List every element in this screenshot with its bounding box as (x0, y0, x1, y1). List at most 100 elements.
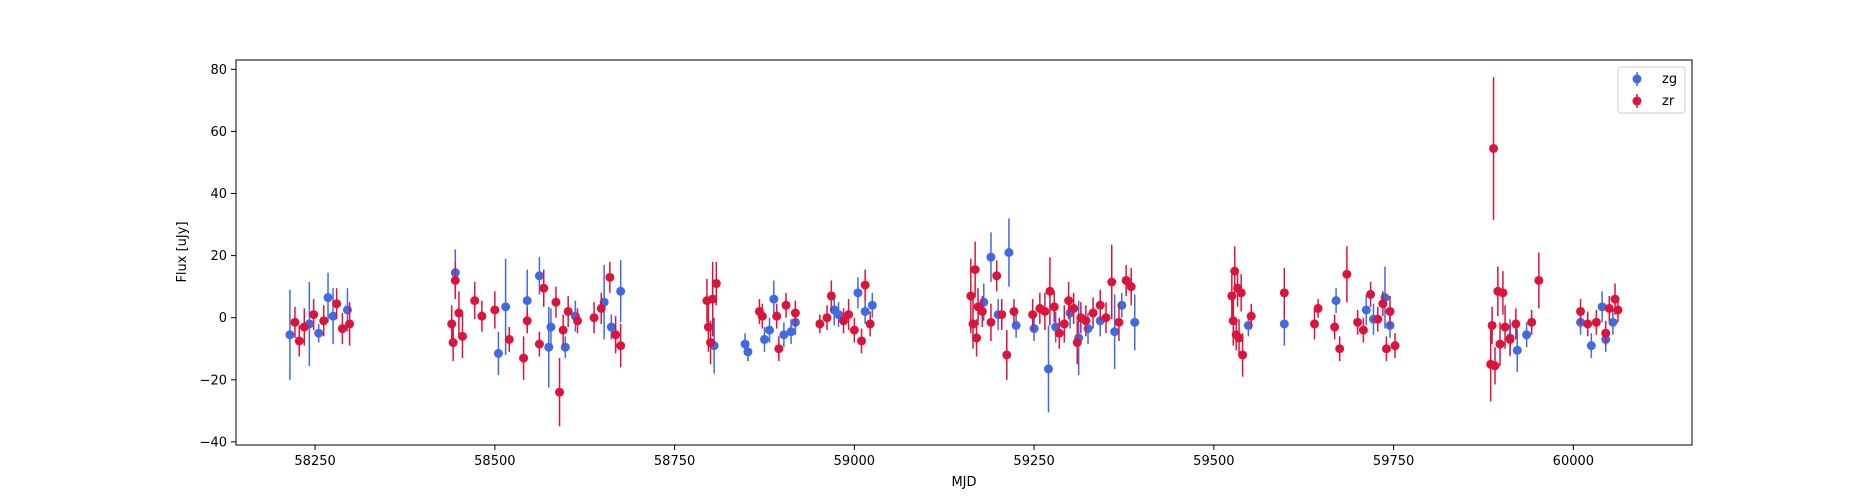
data-point-zg (328, 311, 338, 321)
data-point-zr (1095, 300, 1105, 310)
data-point-zg (867, 300, 877, 310)
data-point-zr (319, 316, 329, 326)
y-tick-label: −20 (200, 373, 227, 388)
data-point-zr (1279, 288, 1289, 298)
data-point-zr (1045, 286, 1055, 296)
data-point-zr (1373, 314, 1383, 324)
data-point-zg (522, 296, 532, 306)
data-point-zr (1385, 306, 1395, 316)
data-point-zr (826, 291, 836, 301)
data-point-zr (477, 311, 487, 321)
data-point-zr (573, 316, 583, 326)
data-point-zg (759, 334, 769, 344)
data-point-zr (1064, 296, 1074, 306)
data-point-zr (1081, 316, 1091, 326)
data-point-zr (551, 297, 561, 307)
data-point-zr (706, 338, 716, 348)
data-point-zr (1378, 299, 1388, 309)
data-point-zr (1040, 306, 1050, 316)
data-point-zr (1489, 143, 1499, 153)
data-point-zr (1495, 339, 1505, 349)
data-point-zr (1002, 350, 1012, 360)
data-point-zr (774, 344, 784, 354)
data-point-zg (1608, 317, 1618, 327)
data-point-zr (992, 271, 1002, 281)
data-point-zr (1487, 320, 1497, 330)
data-point-zg (860, 306, 870, 316)
data-point-zr (1121, 275, 1131, 285)
data-point-zg (986, 252, 996, 262)
data-point-zr (616, 341, 626, 351)
data-point-zr (337, 324, 347, 334)
data-point-zr (490, 305, 500, 315)
data-point-zg (1004, 248, 1014, 257)
data-point-zg (1331, 296, 1341, 306)
data-point-zr (345, 319, 355, 329)
data-point-zg (1110, 327, 1120, 337)
data-point-zg (1043, 364, 1053, 374)
data-point-zg (1011, 320, 1021, 330)
data-point-zr (1069, 303, 1079, 313)
data-point-zg (769, 294, 779, 304)
data-point-zr (703, 322, 713, 332)
x-tick-label: 58500 (474, 454, 515, 469)
data-point-zr (1234, 333, 1244, 343)
legend-label-zg: zg (1662, 72, 1677, 87)
data-point-zr (1583, 319, 1593, 329)
legend-marker-zg (1632, 74, 1642, 84)
data-point-zg (342, 305, 352, 315)
data-point-zr (558, 325, 568, 335)
data-point-zr (450, 275, 460, 285)
data-point-zr (447, 319, 457, 329)
data-point-zr (711, 279, 721, 289)
data-point-zr (844, 310, 854, 320)
data-point-zr (448, 338, 458, 348)
x-tick-label: 59750 (1373, 454, 1414, 469)
x-tick-label: 58250 (294, 454, 335, 469)
data-point-zr (1059, 319, 1069, 329)
data-point-zr (522, 316, 532, 326)
data-point-zr (563, 306, 573, 316)
data-points-layer (285, 77, 1623, 427)
data-point-zr (1534, 275, 1544, 285)
data-point-zr (1101, 313, 1111, 323)
data-point-zr (1072, 338, 1082, 348)
data-point-zr (860, 280, 870, 290)
data-point-zg (493, 348, 503, 358)
data-point-zr (1088, 308, 1098, 318)
data-point-zg (743, 347, 753, 357)
data-point-zr (781, 300, 791, 310)
data-point-zg (1597, 302, 1607, 312)
data-point-zg (853, 288, 863, 298)
data-point-zg (1130, 317, 1140, 327)
data-point-zr (294, 336, 304, 346)
data-point-zr (454, 308, 464, 318)
data-point-zr (1310, 319, 1320, 329)
legend: zg zr (1617, 66, 1686, 114)
data-point-zr (977, 306, 987, 316)
y-tick-label: 80 (210, 63, 227, 78)
data-point-zg (323, 293, 333, 303)
data-point-zr (1313, 303, 1323, 313)
data-point-zr (839, 316, 849, 326)
y-axis-label: Flux [uJy] (175, 221, 190, 282)
data-point-zr (822, 313, 832, 323)
data-point-zg (534, 271, 544, 281)
data-point-zr (757, 311, 767, 321)
data-point-zr (1390, 341, 1400, 351)
data-point-zr (1028, 310, 1038, 320)
data-point-zr (1049, 302, 1059, 312)
data-point-zr (1126, 282, 1136, 292)
data-point-zr (1114, 317, 1124, 327)
y-tick-label: 0 (219, 311, 227, 326)
data-point-zr (1238, 350, 1248, 360)
data-point-zr (1054, 328, 1064, 338)
data-point-zr (519, 353, 529, 363)
data-point-zg (1512, 345, 1522, 355)
data-point-zr (555, 387, 565, 397)
data-point-zr (772, 311, 782, 321)
data-point-zr (1246, 311, 1256, 321)
data-point-zg (1586, 341, 1596, 351)
